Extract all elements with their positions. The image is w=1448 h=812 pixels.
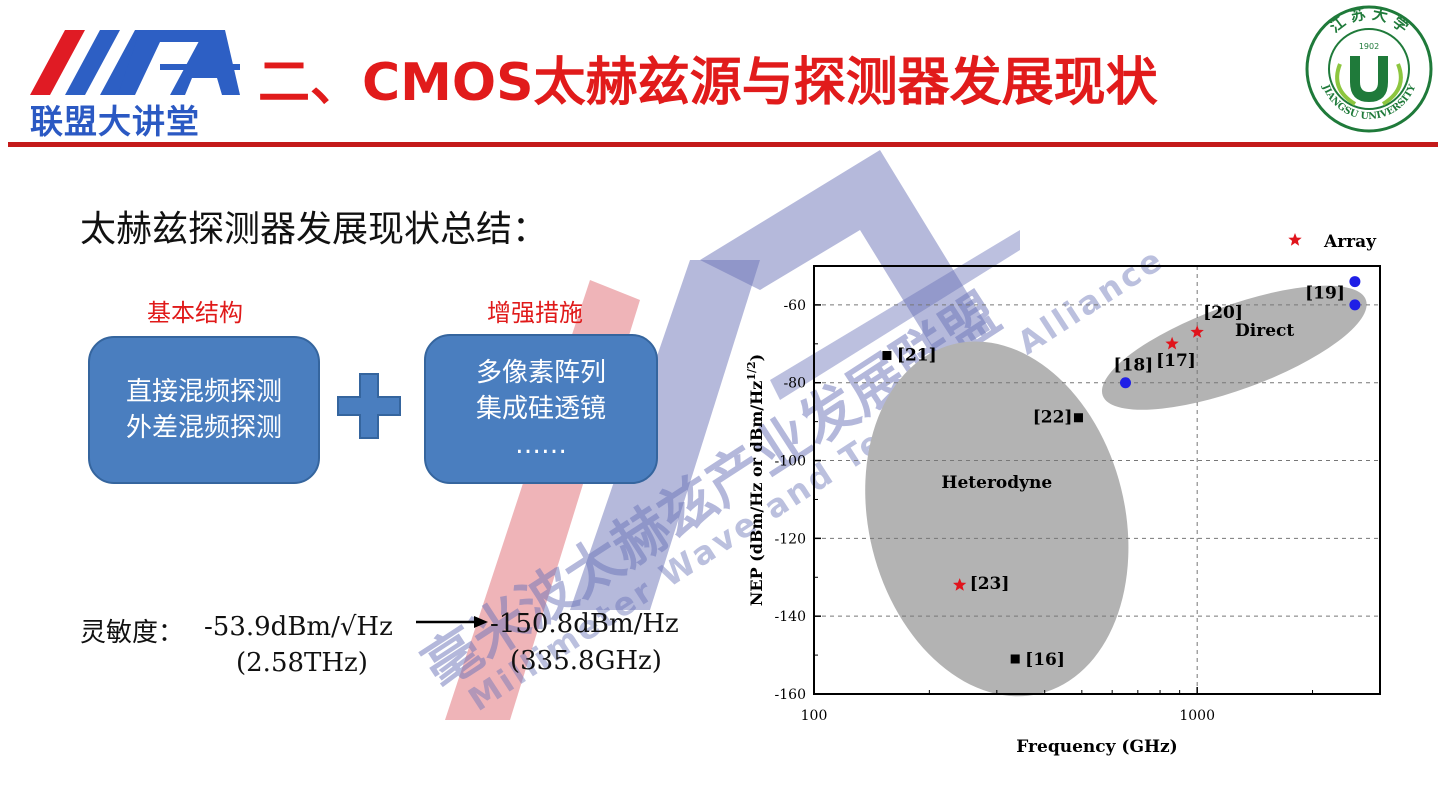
title-divider xyxy=(8,142,1438,147)
data-point-circle xyxy=(1119,377,1131,389)
data-point-star xyxy=(953,578,967,591)
y-axis-label: NEP (dBm/Hz or dBm/Hz1/2) xyxy=(745,354,766,607)
heterodyne-region xyxy=(865,341,1129,697)
heterodyne-label: Heterodyne xyxy=(941,473,1052,493)
y-tick-label: -100 xyxy=(775,454,806,470)
data-point-label: [19] xyxy=(1305,284,1345,304)
data-point-label: [18] xyxy=(1113,356,1153,376)
data-point-label: [17] xyxy=(1156,351,1196,371)
enhancement-box: 多像素阵列 集成硅透镜 …… xyxy=(424,334,658,484)
basic-line-2: 外差混频探测 xyxy=(125,413,282,443)
y-tick-label: -140 xyxy=(775,609,806,625)
sensitivity-freq-2: (335.8GHz) xyxy=(510,646,662,676)
basic-structure-label: 基本结构 xyxy=(147,299,243,327)
legend-star-icon xyxy=(1288,233,1302,246)
data-point-label: [22] xyxy=(1033,408,1073,428)
x-tick-label: 100 xyxy=(801,708,828,724)
university-seal: 江 苏 大 学 JIANGSU UNIVERSITY 1902 xyxy=(1305,5,1433,133)
y-tick-label: -160 xyxy=(775,687,806,703)
nep-frequency-chart: Heterodyne Direct -60 -80 -100 -120 -140 -160 1… xyxy=(745,232,1381,757)
enh-line-2: 集成硅透镜 xyxy=(475,394,606,424)
x-tick-label: 1000 xyxy=(1179,708,1215,724)
data-point-star xyxy=(1165,336,1179,350)
page-title: 二、CMOS太赫兹源与探测器发展现状 xyxy=(258,53,1158,113)
summary-heading: 太赫兹探测器发展现状总结： xyxy=(80,209,549,250)
legend-label: Array xyxy=(1323,232,1377,252)
data-point-label: [16] xyxy=(1025,650,1065,670)
data-point-label: [20] xyxy=(1203,303,1243,323)
data-point-label: [23] xyxy=(970,574,1010,594)
data-point-label: [21] xyxy=(897,345,937,365)
enh-line-1: 多像素阵列 xyxy=(475,358,606,388)
x-axis-label: Frequency (GHz) xyxy=(1016,737,1177,757)
sensitivity-label: 灵敏度： xyxy=(80,618,185,648)
enh-line-3: …… xyxy=(515,430,567,460)
y-tick-label: -120 xyxy=(775,531,806,547)
direct-label: Direct xyxy=(1235,321,1294,341)
plot-frame xyxy=(813,265,1381,695)
data-point-circle xyxy=(1349,276,1361,288)
enhancement-label: 增强措施 xyxy=(487,299,583,327)
data-point-square xyxy=(1073,413,1083,423)
plus-icon xyxy=(337,373,401,439)
arrow-right-icon xyxy=(416,616,488,628)
sensitivity-value-2: -150.8dBm/Hz xyxy=(490,609,679,639)
y-tick-label: -60 xyxy=(783,298,806,314)
data-point-square xyxy=(882,350,892,360)
alliance-logo xyxy=(30,30,240,95)
y-tick-label: -80 xyxy=(783,376,806,392)
seal-year: 1902 xyxy=(1359,42,1379,51)
direct-region xyxy=(1101,285,1367,410)
data-point-square xyxy=(1010,654,1020,664)
data-point-circle xyxy=(1349,299,1361,311)
logo-subtitle: 联盟大讲堂 xyxy=(30,102,200,141)
sensitivity-freq-1: (2.58THz) xyxy=(236,648,368,678)
basic-line-1: 直接混频探测 xyxy=(125,377,282,407)
sensitivity-value-1: -53.9dBm/√Hz xyxy=(204,612,393,642)
basic-structure-box: 直接混频探测 外差混频探测 xyxy=(88,336,320,484)
data-point-star xyxy=(1190,325,1204,338)
